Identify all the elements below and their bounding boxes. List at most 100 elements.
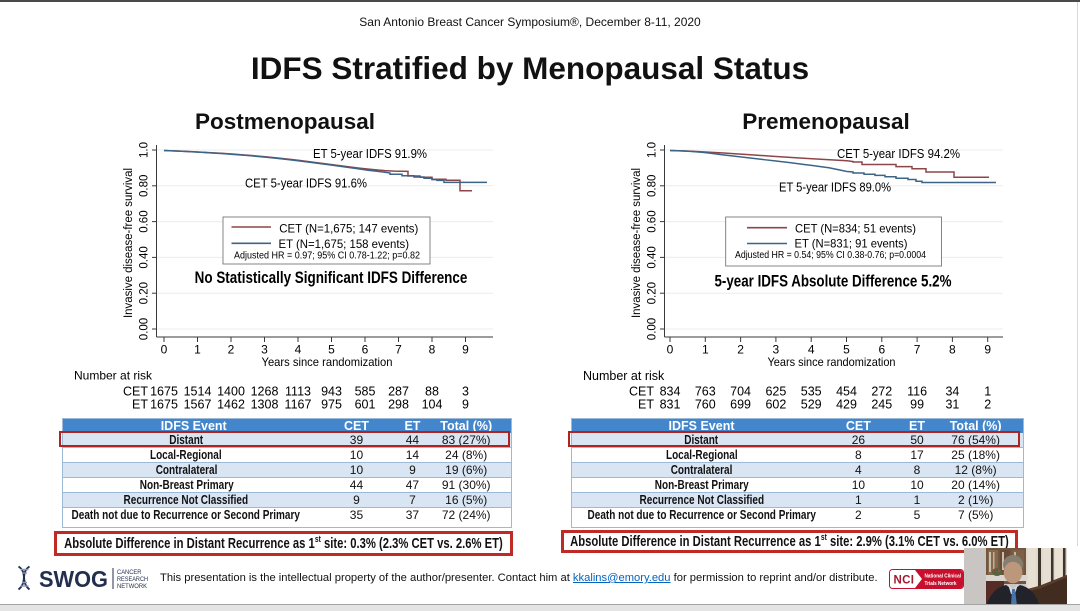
svg-text:0.40: 0.40 xyxy=(139,246,151,268)
svg-text:7: 7 xyxy=(395,343,402,357)
svg-text:585: 585 xyxy=(355,385,376,399)
svg-text:1462: 1462 xyxy=(217,398,245,412)
svg-text:ET: ET xyxy=(638,398,654,412)
svg-text:5-year IDFS Absolute Differenc: 5-year IDFS Absolute Difference 5.2% xyxy=(715,272,952,291)
svg-text:601: 601 xyxy=(355,398,376,412)
svg-text:31: 31 xyxy=(945,398,959,412)
svg-text:1.0: 1.0 xyxy=(139,142,151,158)
svg-text:699: 699 xyxy=(730,398,751,412)
svg-text:CANCER: CANCER xyxy=(117,569,142,576)
svg-text:943: 943 xyxy=(321,385,342,399)
svg-text:0: 0 xyxy=(667,343,674,357)
svg-text:Years since randomization: Years since randomization xyxy=(768,355,896,369)
svg-text:CET 5-year IDFS 94.2%: CET 5-year IDFS 94.2% xyxy=(837,146,960,161)
svg-text:0.60: 0.60 xyxy=(647,210,659,232)
svg-text:625: 625 xyxy=(765,385,786,399)
svg-text:116: 116 xyxy=(907,385,927,399)
svg-text:No Statistically Significant I: No Statistically Significant IDFS Differ… xyxy=(195,269,468,288)
svg-text:1.0: 1.0 xyxy=(647,142,659,158)
svg-text:88: 88 xyxy=(425,385,439,399)
svg-text:4: 4 xyxy=(295,343,302,357)
svg-text:1308: 1308 xyxy=(251,398,279,412)
svg-text:Number at risk: Number at risk xyxy=(74,369,153,383)
svg-text:1167: 1167 xyxy=(285,398,312,412)
svg-text:ET: ET xyxy=(132,398,148,412)
svg-text:5: 5 xyxy=(328,343,335,357)
svg-text:ET (N=1,675; 158 events): ET (N=1,675; 158 events) xyxy=(279,237,410,251)
svg-text:1: 1 xyxy=(984,385,991,399)
svg-text:34: 34 xyxy=(945,385,959,399)
svg-text:429: 429 xyxy=(836,398,857,412)
svg-text:Adjusted HR = 0.54; 95% CI 0.3: Adjusted HR = 0.54; 95% CI 0.38-0.76; p=… xyxy=(735,250,926,261)
svg-text:RESEARCH: RESEARCH xyxy=(117,576,148,583)
svg-text:CET: CET xyxy=(629,385,654,399)
svg-text:Invasive disease-free survival: Invasive disease-free survival xyxy=(123,168,135,318)
svg-text:2: 2 xyxy=(228,343,235,357)
svg-text:9: 9 xyxy=(462,343,469,357)
svg-text:2: 2 xyxy=(737,343,744,357)
svg-text:0.00: 0.00 xyxy=(139,318,151,340)
svg-text:831: 831 xyxy=(660,398,681,412)
svg-text:NCI: NCI xyxy=(894,575,915,587)
svg-text:0.20: 0.20 xyxy=(647,282,659,304)
svg-text:0.60: 0.60 xyxy=(139,210,151,232)
svg-text:245: 245 xyxy=(871,398,892,412)
svg-text:1675: 1675 xyxy=(150,385,178,399)
svg-text:834: 834 xyxy=(660,385,681,399)
svg-text:6: 6 xyxy=(362,343,369,357)
svg-text:0.80: 0.80 xyxy=(139,175,151,197)
svg-text:760: 760 xyxy=(695,398,716,412)
svg-text:704: 704 xyxy=(730,385,751,399)
svg-text:Invasive disease-free survival: Invasive disease-free survival xyxy=(631,168,643,318)
svg-text:Trials Network: Trials Network xyxy=(925,581,957,587)
svg-text:1113: 1113 xyxy=(285,385,311,399)
svg-text:Number at risk: Number at risk xyxy=(583,369,665,383)
svg-text:ET 5-year IDFS 89.0%: ET 5-year IDFS 89.0% xyxy=(779,180,891,195)
svg-text:0.20: 0.20 xyxy=(139,282,151,304)
svg-text:ET (N=831; 91 events): ET (N=831; 91 events) xyxy=(795,237,908,251)
svg-text:ET 5-year IDFS 91.9%: ET 5-year IDFS 91.9% xyxy=(313,146,427,161)
svg-text:0.80: 0.80 xyxy=(647,175,659,197)
svg-text:99: 99 xyxy=(910,398,924,412)
svg-text:3: 3 xyxy=(462,385,469,399)
svg-text:454: 454 xyxy=(836,385,857,399)
svg-text:1: 1 xyxy=(194,343,201,357)
svg-text:975: 975 xyxy=(321,398,342,412)
svg-text:NETWORK: NETWORK xyxy=(117,583,148,590)
svg-text:0.40: 0.40 xyxy=(647,246,659,268)
svg-text:602: 602 xyxy=(765,398,786,412)
svg-text:763: 763 xyxy=(695,385,716,399)
svg-text:529: 529 xyxy=(801,398,822,412)
svg-text:4: 4 xyxy=(808,343,815,357)
svg-text:1567: 1567 xyxy=(184,398,212,412)
svg-text:272: 272 xyxy=(871,385,892,399)
svg-text:6: 6 xyxy=(878,343,885,357)
svg-text:7: 7 xyxy=(914,343,921,357)
svg-text:104: 104 xyxy=(422,398,443,412)
svg-text:3: 3 xyxy=(261,343,268,357)
svg-text:National Clinical: National Clinical xyxy=(925,574,962,580)
svg-text:3: 3 xyxy=(773,343,780,357)
svg-text:1675: 1675 xyxy=(150,398,178,412)
svg-text:CET 5-year IDFS 91.6%: CET 5-year IDFS 91.6% xyxy=(245,176,367,191)
svg-text:287: 287 xyxy=(388,385,409,399)
svg-text:1: 1 xyxy=(702,343,709,357)
svg-text:1514: 1514 xyxy=(184,385,212,399)
svg-text:CET: CET xyxy=(123,385,148,399)
svg-text:8: 8 xyxy=(949,343,956,357)
svg-text:8: 8 xyxy=(429,343,436,357)
svg-text:CET (N=1,675; 147 events): CET (N=1,675; 147 events) xyxy=(279,222,418,236)
svg-text:535: 535 xyxy=(801,385,822,399)
svg-text:9: 9 xyxy=(984,343,991,357)
svg-text:SWOG: SWOG xyxy=(39,566,108,592)
svg-text:1400: 1400 xyxy=(217,385,245,399)
svg-text:Adjusted HR = 0.97; 95% CI 0.7: Adjusted HR = 0.97; 95% CI 0.78-1.22; p=… xyxy=(234,251,420,262)
svg-text:9: 9 xyxy=(462,398,469,412)
svg-text:CET (N=834; 51 events): CET (N=834; 51 events) xyxy=(795,222,916,236)
svg-text:1268: 1268 xyxy=(251,385,279,399)
svg-text:5: 5 xyxy=(843,343,850,357)
svg-text:0: 0 xyxy=(161,343,168,357)
svg-text:2: 2 xyxy=(984,398,991,412)
svg-text:298: 298 xyxy=(388,398,409,412)
svg-text:Years since randomization: Years since randomization xyxy=(262,355,393,369)
